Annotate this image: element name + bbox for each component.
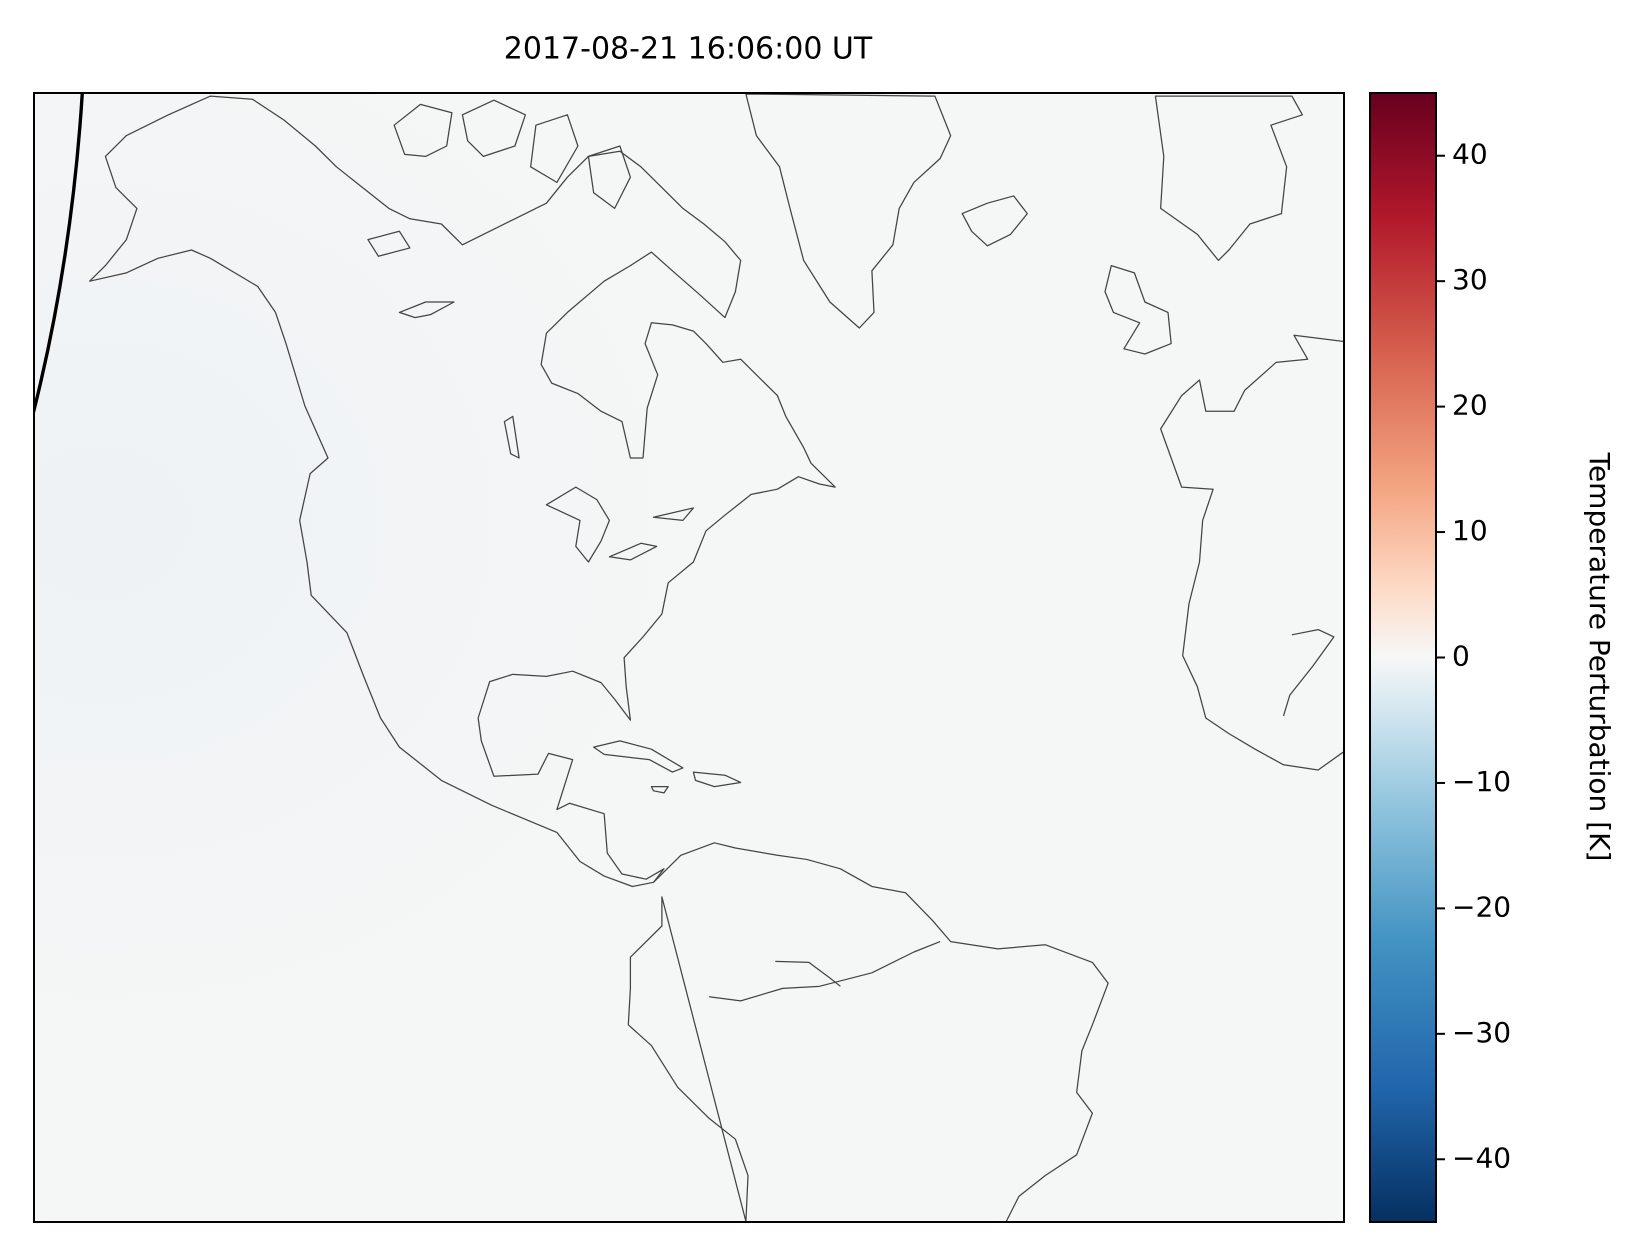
british-isles — [1104, 264, 1172, 355]
colorbar-tick-label: 0 — [1452, 640, 1470, 673]
colorbar-tick-label: −10 — [1452, 765, 1511, 798]
south-america — [627, 842, 1109, 1222]
greenland — [745, 93, 952, 329]
map-title: 2017-08-21 16:06:00 UT — [504, 32, 873, 67]
map-area — [33, 92, 1345, 1223]
colorbar-tick-label: −30 — [1452, 1016, 1511, 1049]
europe-africa — [1160, 334, 1344, 771]
colorbar-tick-label: 40 — [1452, 138, 1488, 171]
great-lakes — [545, 486, 695, 563]
caribbean-islands — [593, 740, 742, 794]
north-america — [89, 95, 836, 888]
scandinavia — [1154, 95, 1304, 262]
colorbar-label: Temperature Perturbation [K] — [1583, 452, 1616, 862]
colorbar-tick-label: 20 — [1452, 389, 1488, 422]
colorbar — [1369, 92, 1437, 1223]
colorbar-tick-label: −40 — [1452, 1141, 1511, 1174]
map-background — [34, 93, 1344, 1222]
arctic-islands — [367, 99, 632, 459]
colorbar-tick-label: 30 — [1452, 263, 1488, 296]
colorbar-tick-label: −20 — [1452, 890, 1511, 923]
iceland — [961, 195, 1028, 247]
map-frame — [33, 92, 1345, 1223]
colorbar-gradient — [1370, 93, 1436, 1222]
rivers — [709, 941, 941, 1002]
eclipse-limit-curve — [34, 93, 84, 415]
africa-lake — [1282, 628, 1335, 717]
coastlines — [34, 93, 1344, 1222]
colorbar-tick-label: 10 — [1452, 514, 1488, 547]
